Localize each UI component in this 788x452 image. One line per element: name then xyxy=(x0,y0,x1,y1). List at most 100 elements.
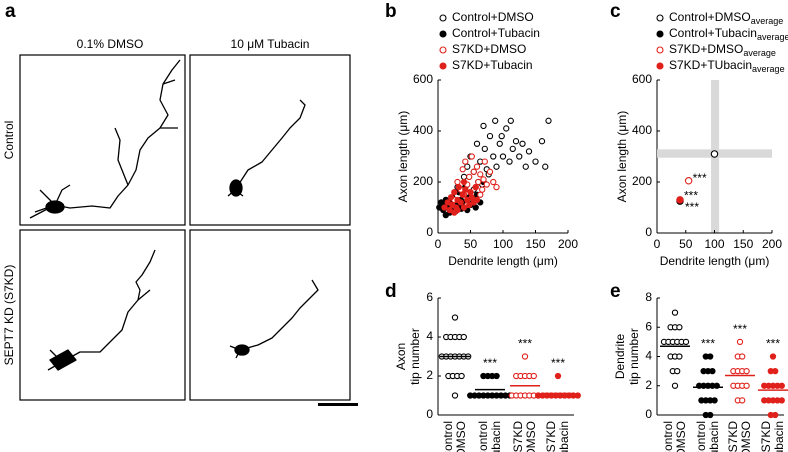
data-point xyxy=(503,125,510,132)
data-point xyxy=(451,392,459,399)
data-point xyxy=(481,145,488,152)
x-tick-label: 150 xyxy=(733,237,753,251)
significance: *** xyxy=(483,356,497,370)
data-point xyxy=(512,138,520,145)
row-heading: Control xyxy=(2,121,16,160)
data-point xyxy=(574,392,581,399)
legend-subscript: average xyxy=(752,64,785,74)
y-tick-label: 4 xyxy=(645,349,652,363)
data-point xyxy=(493,372,500,380)
y-axis-label: Axon xyxy=(394,343,408,370)
legend-label: Control+Tubacinaverage xyxy=(669,26,788,42)
y-tick-label: 400 xyxy=(632,123,652,137)
x-axis-label: Dendrite length (μm) xyxy=(660,254,770,268)
data-point xyxy=(707,411,714,419)
y-axis-label: Axon length (μm) xyxy=(396,111,410,203)
data-point xyxy=(451,189,458,196)
data-point xyxy=(676,196,684,204)
neuron-axon xyxy=(234,99,306,191)
annotation: *** xyxy=(693,171,707,185)
data-point xyxy=(525,148,533,155)
x-tick-label: 0 xyxy=(654,237,661,251)
data-point xyxy=(460,333,467,341)
x-tick-label: +DMSO xyxy=(524,421,538,452)
y-tick-label: 2 xyxy=(645,378,652,392)
image-frame xyxy=(189,229,351,401)
legend-name: Control+Tubacin xyxy=(452,26,540,40)
scale-bar xyxy=(318,403,358,406)
x-tick-label: 200 xyxy=(762,237,782,251)
legend-subscript: average xyxy=(751,16,784,26)
legend-label: Control+DMSOaverage xyxy=(669,10,783,26)
legend-label: S7KD+TUbacinaverage xyxy=(669,58,785,74)
data-point xyxy=(467,189,474,196)
y-axis-label: Dendrite xyxy=(613,333,627,379)
y-tick-label: 2 xyxy=(426,368,433,382)
data-point xyxy=(710,150,719,158)
data-point xyxy=(464,196,471,203)
data-point xyxy=(460,173,468,181)
legend-subscript: average xyxy=(743,48,776,58)
legend-marker xyxy=(439,14,447,22)
x-tick-label: 0 xyxy=(435,237,442,251)
data-point xyxy=(457,199,464,206)
data-point xyxy=(462,186,469,193)
legend-name: S7KD+Tubacin xyxy=(452,58,533,72)
legend-label: S7KD+DMSO xyxy=(452,42,526,56)
data-point xyxy=(676,353,683,360)
data-point xyxy=(486,168,494,175)
significance: *** xyxy=(551,356,565,370)
x-tick-label: +Tubacin xyxy=(489,421,503,452)
x-tick-label: Control xyxy=(476,421,490,452)
x-tick-label: +DMSO xyxy=(739,421,753,452)
y-axis-label: Axon length (μm) xyxy=(615,111,629,203)
y-tick-label: 600 xyxy=(632,72,652,86)
y-tick-label: 8 xyxy=(645,290,652,304)
panel-label: a xyxy=(5,1,16,22)
data-point xyxy=(483,181,490,188)
image-frame xyxy=(19,54,186,226)
data-point xyxy=(707,353,714,360)
data-point xyxy=(542,163,549,170)
legend-marker xyxy=(439,46,447,54)
y-tick-label: 600 xyxy=(413,72,433,86)
neuron-dendrite xyxy=(29,79,178,219)
neuron-soma xyxy=(49,349,77,371)
annotation: *** xyxy=(684,188,698,202)
x-tick-label: +Tubacin xyxy=(557,421,571,452)
data-point xyxy=(778,397,785,404)
data-point xyxy=(671,309,679,316)
y-axis-label: tip number xyxy=(627,328,641,385)
image-frame xyxy=(189,54,351,226)
data-point xyxy=(519,140,526,147)
significance: *** xyxy=(733,322,747,336)
neuron-soma xyxy=(45,200,65,214)
data-point xyxy=(466,173,473,181)
legend-name: Control+DMSO xyxy=(669,10,751,24)
significance: *** xyxy=(701,337,715,351)
data-point xyxy=(470,168,477,175)
legend-marker xyxy=(656,30,664,38)
data-point xyxy=(530,372,537,380)
data-point xyxy=(442,211,449,219)
y-tick-label: 200 xyxy=(632,174,652,188)
panel-label: b xyxy=(385,1,397,22)
neurons xyxy=(29,59,319,371)
x-tick-label: 100 xyxy=(493,237,513,251)
legend-label: S7KD+DMSOaverage xyxy=(669,42,776,58)
y-tick-label: 6 xyxy=(426,290,433,304)
data-point xyxy=(506,158,513,165)
column-heading: 0.1% DMSO xyxy=(77,37,144,51)
x-tick-label: Control xyxy=(694,421,708,452)
y-tick-label: 6 xyxy=(645,319,652,333)
data-point xyxy=(451,209,458,216)
data-point xyxy=(493,183,500,191)
data-point xyxy=(743,382,750,389)
data-point xyxy=(458,372,465,380)
row-heading: SEPT7 KD (S7KD) xyxy=(2,265,16,366)
y-tick-label: 0 xyxy=(426,407,433,421)
data-point xyxy=(674,367,681,375)
column-heading: 10 μM Tubacin xyxy=(231,37,310,51)
annotation: *** xyxy=(685,200,699,214)
data-point xyxy=(522,163,529,170)
